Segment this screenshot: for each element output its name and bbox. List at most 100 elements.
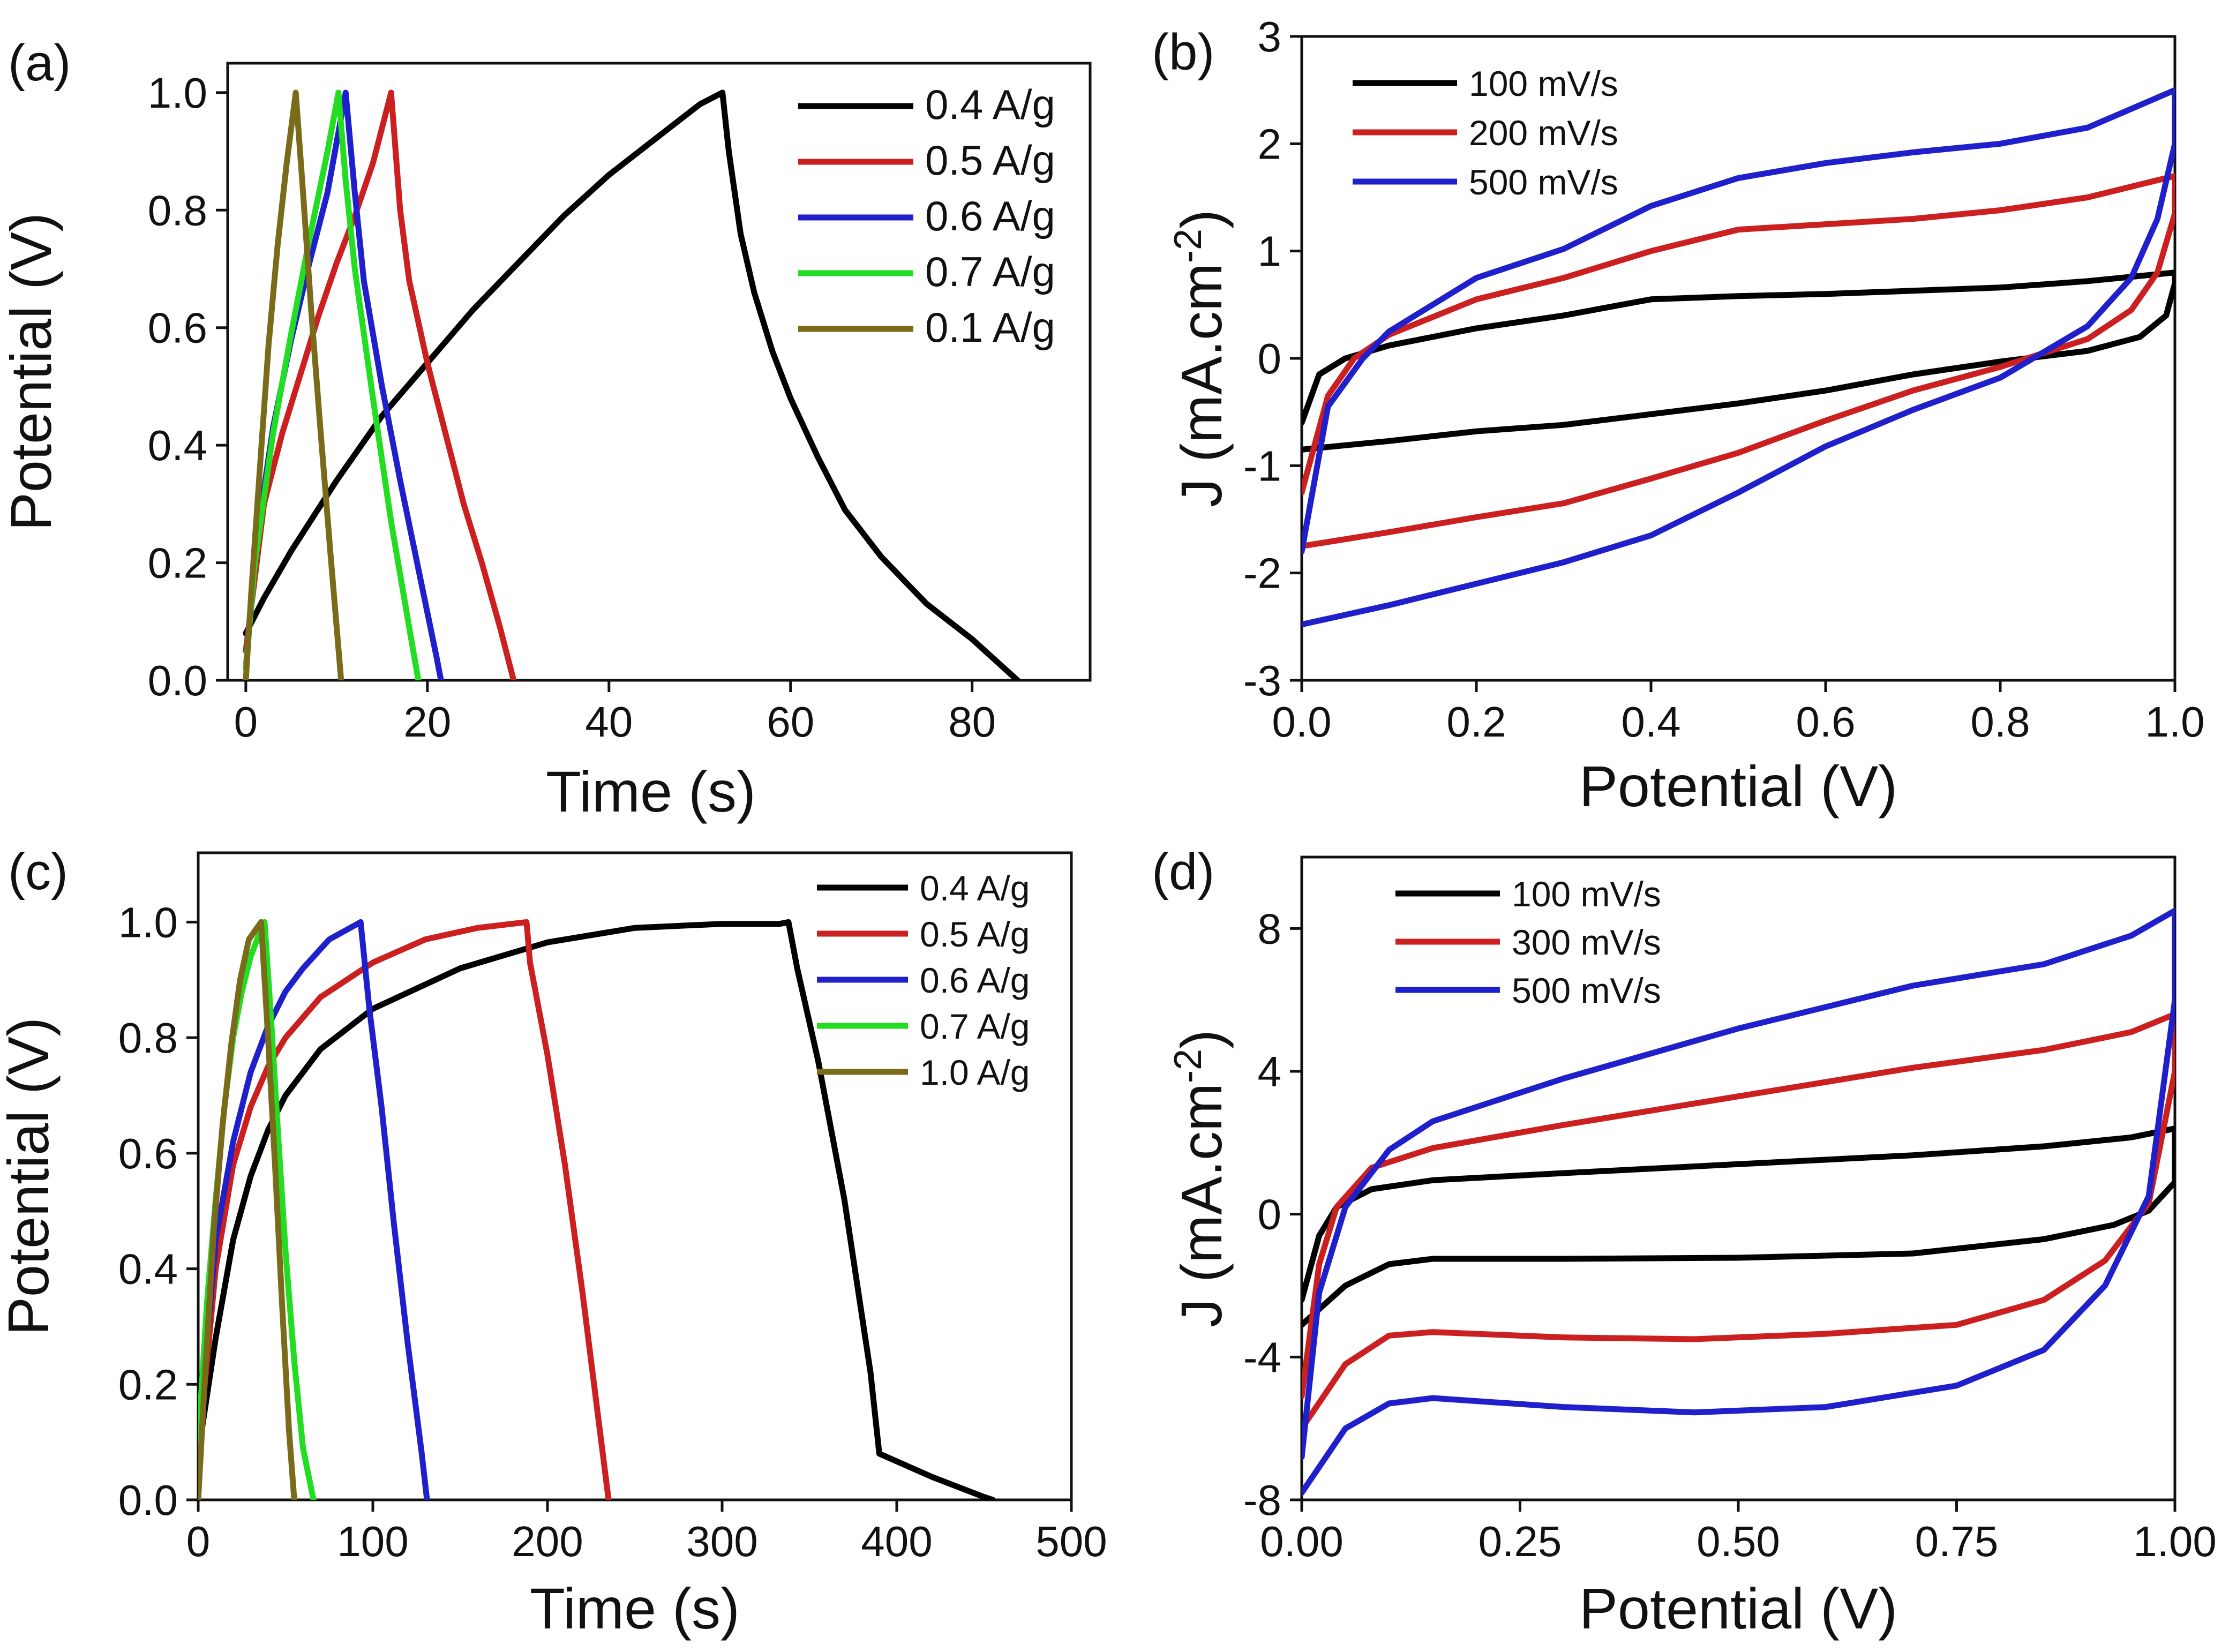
x-tick-label: 0.50 (1697, 1518, 1780, 1565)
y-tick-label: 0.8 (118, 1014, 178, 1062)
series-line-100-mv-s (1302, 1125, 2175, 1328)
y-tick-label: 0.2 (118, 1361, 178, 1408)
y-tick-label: 0 (1258, 1191, 1282, 1238)
series-line-0-4-a-g (243, 89, 1020, 680)
series-line-0-7-a-g (243, 89, 422, 680)
x-tick-label: 0.0 (1272, 698, 1331, 746)
legend: 0.4 A/g 0.5 A/g 0.6 A/g 0.7 A/g 1.0 A/g (817, 868, 1030, 1092)
series-line-0-4-a-g (198, 919, 996, 1500)
legend: 100 mV/s 200 mV/s 500 mV/s (1353, 64, 1618, 202)
legend-label: 1.0 A/g (920, 1053, 1030, 1092)
legend-label: 0.4 A/g (925, 81, 1055, 128)
legend-label: 200 mV/s (1469, 113, 1618, 153)
series-line-500-mv-s (1302, 87, 2175, 628)
x-tick-label: 20 (403, 698, 451, 746)
x-axis-title: Potential (V) (1579, 754, 1897, 819)
panel-label: (c) (8, 843, 68, 900)
legend-label: 0.7 A/g (920, 1007, 1030, 1046)
x-tick-label: 100 (337, 1518, 408, 1565)
series-group (1302, 87, 2175, 628)
y-axis-title: J (mA.cm-2) (1167, 1030, 1234, 1327)
legend-label: 100 mV/s (1469, 64, 1618, 103)
y-tick-label: 0.6 (148, 304, 207, 352)
panel-label: (a) (8, 34, 71, 92)
x-tick-label: 500 (1035, 1518, 1107, 1565)
legend-label: 0.6 A/g (925, 192, 1055, 239)
series-line-100-mv-s (1302, 269, 2175, 453)
x-tick-label: 60 (767, 698, 814, 746)
y-axis-title: J (mA.cm-2) (1167, 209, 1234, 507)
y-tick-label: 1.0 (118, 898, 178, 946)
x-axis-title: Time (s) (530, 1576, 740, 1641)
series-line-500-mv-s (1302, 907, 2175, 1496)
y-tick-label: -4 (1243, 1333, 1281, 1381)
y-tick-label: 4 (1258, 1048, 1282, 1095)
panel-1: 0.0 0.2 0.4 0.6 0.8 1.0 -3 -2 -1 0 1 2 3 Potential (V… (1152, 13, 2205, 819)
y-tick-label: 1 (1258, 228, 1282, 275)
y-axis-title: Potential (V) (0, 213, 63, 531)
legend-label: 0.5 A/g (925, 137, 1055, 184)
series-line-200-mv-s (1302, 172, 2175, 550)
x-tick-label: 0.25 (1479, 1518, 1562, 1565)
x-tick-label: 400 (861, 1518, 932, 1565)
y-tick-label: -2 (1243, 550, 1281, 597)
x-tick-label: 0 (234, 698, 258, 746)
panel-2: 0 100 200 300 400 500 0.0 0.2 0.4 0.6 0.8 1.0 Time (… (0, 843, 1107, 1641)
y-tick-label: 0.8 (148, 186, 207, 234)
x-tick-label: 0.2 (1446, 698, 1506, 746)
x-tick-label: 0.00 (1260, 1518, 1344, 1565)
plot-frame (197, 851, 1073, 1501)
series-group (198, 919, 996, 1500)
legend-label: 0.1 A/g (925, 304, 1055, 351)
legend-label: 0.6 A/g (920, 960, 1030, 1000)
x-tick-label: 0 (186, 1518, 211, 1565)
series-line-300-mv-s (1302, 1011, 2175, 1432)
y-tick-label: 0.0 (118, 1476, 178, 1524)
x-tick-label: 0.8 (1970, 698, 2030, 746)
y-tick-label: -3 (1243, 657, 1281, 704)
y-tick-label: 0.0 (148, 657, 207, 704)
y-tick-label: 0.4 (118, 1245, 178, 1293)
series-group (1302, 907, 2175, 1496)
legend-label: 0.7 A/g (925, 248, 1055, 295)
y-tick-label: -8 (1243, 1476, 1281, 1524)
legend-label: 500 mV/s (1469, 162, 1618, 202)
legend-label: 0.4 A/g (920, 868, 1030, 908)
y-tick-label: 8 (1258, 905, 1282, 952)
y-tick-label: 0.4 (148, 422, 207, 469)
plot-frame (226, 62, 1092, 682)
legend-label: 500 mV/s (1512, 971, 1661, 1010)
legend-label: 100 mV/s (1512, 874, 1661, 914)
panel-3: 0.00 0.25 0.50 0.75 1.00 -8 -4 0 4 8 Potential (V)… (1152, 843, 2217, 1641)
legend: 0.4 A/g 0.5 A/g 0.6 A/g 0.7 A/g 0.1 A/g (798, 81, 1055, 351)
y-tick-label: 0 (1258, 335, 1282, 382)
series-group (243, 89, 1020, 680)
legend-label: 0.5 A/g (920, 914, 1030, 954)
x-tick-label: 200 (512, 1518, 583, 1565)
y-tick-label: 1.0 (148, 69, 207, 117)
legend-label: 300 mV/s (1512, 922, 1661, 962)
x-tick-label: 0.75 (1915, 1518, 1999, 1565)
x-tick-label: 80 (948, 698, 996, 746)
panel-label: (b) (1152, 24, 1214, 81)
series-line-0-1-a-g (243, 89, 344, 680)
series-line-0-6-a-g (198, 919, 430, 1500)
x-axis-title: Time (s) (546, 759, 756, 824)
x-tick-label: 0.6 (1796, 698, 1855, 746)
series-line-1-0-a-g (198, 919, 297, 1500)
y-tick-label: 3 (1258, 13, 1282, 61)
y-tick-label: -1 (1243, 442, 1281, 490)
y-tick-label: 0.6 (118, 1130, 178, 1177)
y-tick-label: 2 (1258, 120, 1282, 168)
y-axis-title: Potential (V) (0, 1017, 61, 1335)
x-tick-label: 1.0 (2145, 698, 2204, 746)
x-tick-label: 40 (585, 698, 633, 746)
series-line-0-5-a-g (198, 919, 612, 1500)
y-tick-label: 0.2 (148, 539, 207, 587)
x-tick-label: 1.00 (2133, 1518, 2217, 1565)
series-line-0-5-a-g (243, 89, 517, 680)
x-tick-label: 300 (686, 1518, 757, 1565)
legend: 100 mV/s 300 mV/s 500 mV/s (1395, 874, 1661, 1010)
panel-0: 0 20 40 60 80 0.0 0.2 0.4 0.6 0.8 1.0 Time (s) Poten… (0, 34, 1092, 824)
